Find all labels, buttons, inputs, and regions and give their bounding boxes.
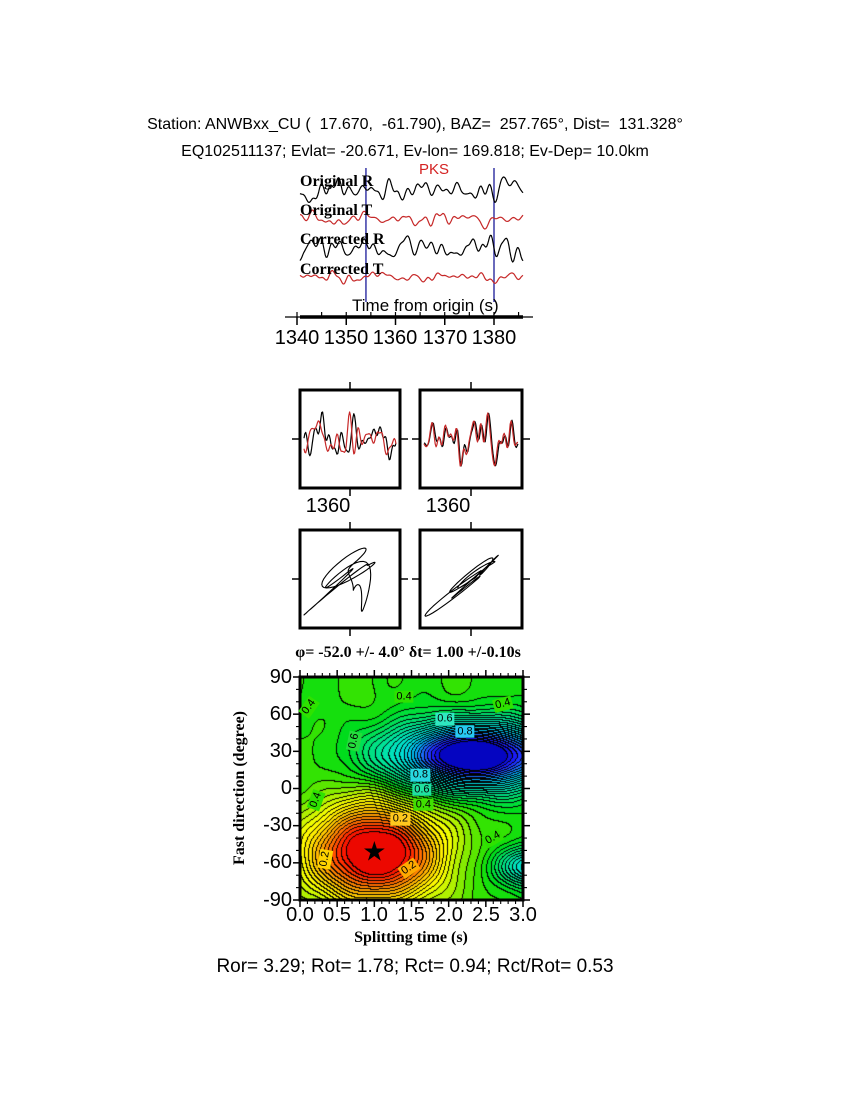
x-tick-20: 2.0 [435,904,463,926]
y-tick-60: 60 [269,703,292,725]
y-tick-m60: -60 [263,851,292,873]
y-tick-0: 0 [280,777,292,799]
contour-level-label: 0.4 [394,690,414,704]
time-tick-1360: 1360 [372,327,418,349]
trace-label-corrected-r: Corrected R [300,231,385,248]
event-header-line: EQ102511137; Evlat= -20.671, Ev-lon= 169… [181,143,649,160]
contour-title: φ= -52.0 +/- 4.0° δt= 1.00 +/-0.10s [295,644,521,661]
y-tick-90: 90 [269,666,292,688]
contour-level-label: 0.2 [390,813,410,826]
particle-motion-panels [292,522,530,636]
window-tick-label-right: 1360 [425,495,471,517]
time-tick-1370: 1370 [422,327,468,349]
x-tick-0: 0.0 [286,904,314,926]
x-tick-15: 1.5 [397,904,425,926]
time-axis [285,312,533,325]
contour-level-label: 0.8 [455,725,475,738]
window-tick-label-left: 1360 [305,495,351,517]
y-tick-m30: -30 [263,814,292,836]
splitting-time-axis-label: Splitting time (s) [354,929,468,946]
results-footer: Ror= 3.29; Rot= 1.78; Rct= 0.94; Rct/Rot… [216,956,614,977]
x-tick-05: 0.5 [323,904,351,926]
phase-label-pks: PKS [418,161,449,178]
trace-label-original-t: Original T [300,202,373,219]
x-tick-25: 2.5 [472,904,500,926]
y-tick-30: 30 [269,740,292,762]
waveform-window-panels [292,382,530,496]
seismogram-panel [299,168,524,302]
x-tick-10: 1.0 [360,904,388,926]
time-axis-title: Time from origin (s) [352,296,499,315]
fast-direction-axis-label: Fast direction (degree) [231,710,248,866]
contour-frame [293,670,530,907]
y-tick-m90: -90 [263,889,292,911]
x-tick-30: 3.0 [509,904,537,926]
time-tick-1380: 1380 [471,327,517,349]
contour-level-label: 0.2 [316,848,333,870]
trace-label-original-r: Original R [300,173,374,190]
time-tick-1340: 1340 [274,327,320,349]
contour-level-label: 0.4 [413,798,434,811]
contour-level-label: 0.8 [410,768,431,782]
best-fit-star: ★ [362,836,387,868]
trace-label-corrected-t: Corrected T [300,261,384,278]
contour-level-label: 0.6 [412,783,432,797]
station-header-line: Station: ANWBxx_CU ( 17.670, -61.790), B… [147,116,683,133]
time-tick-1350: 1350 [323,327,369,349]
contour-level-label: 0.6 [435,712,455,726]
